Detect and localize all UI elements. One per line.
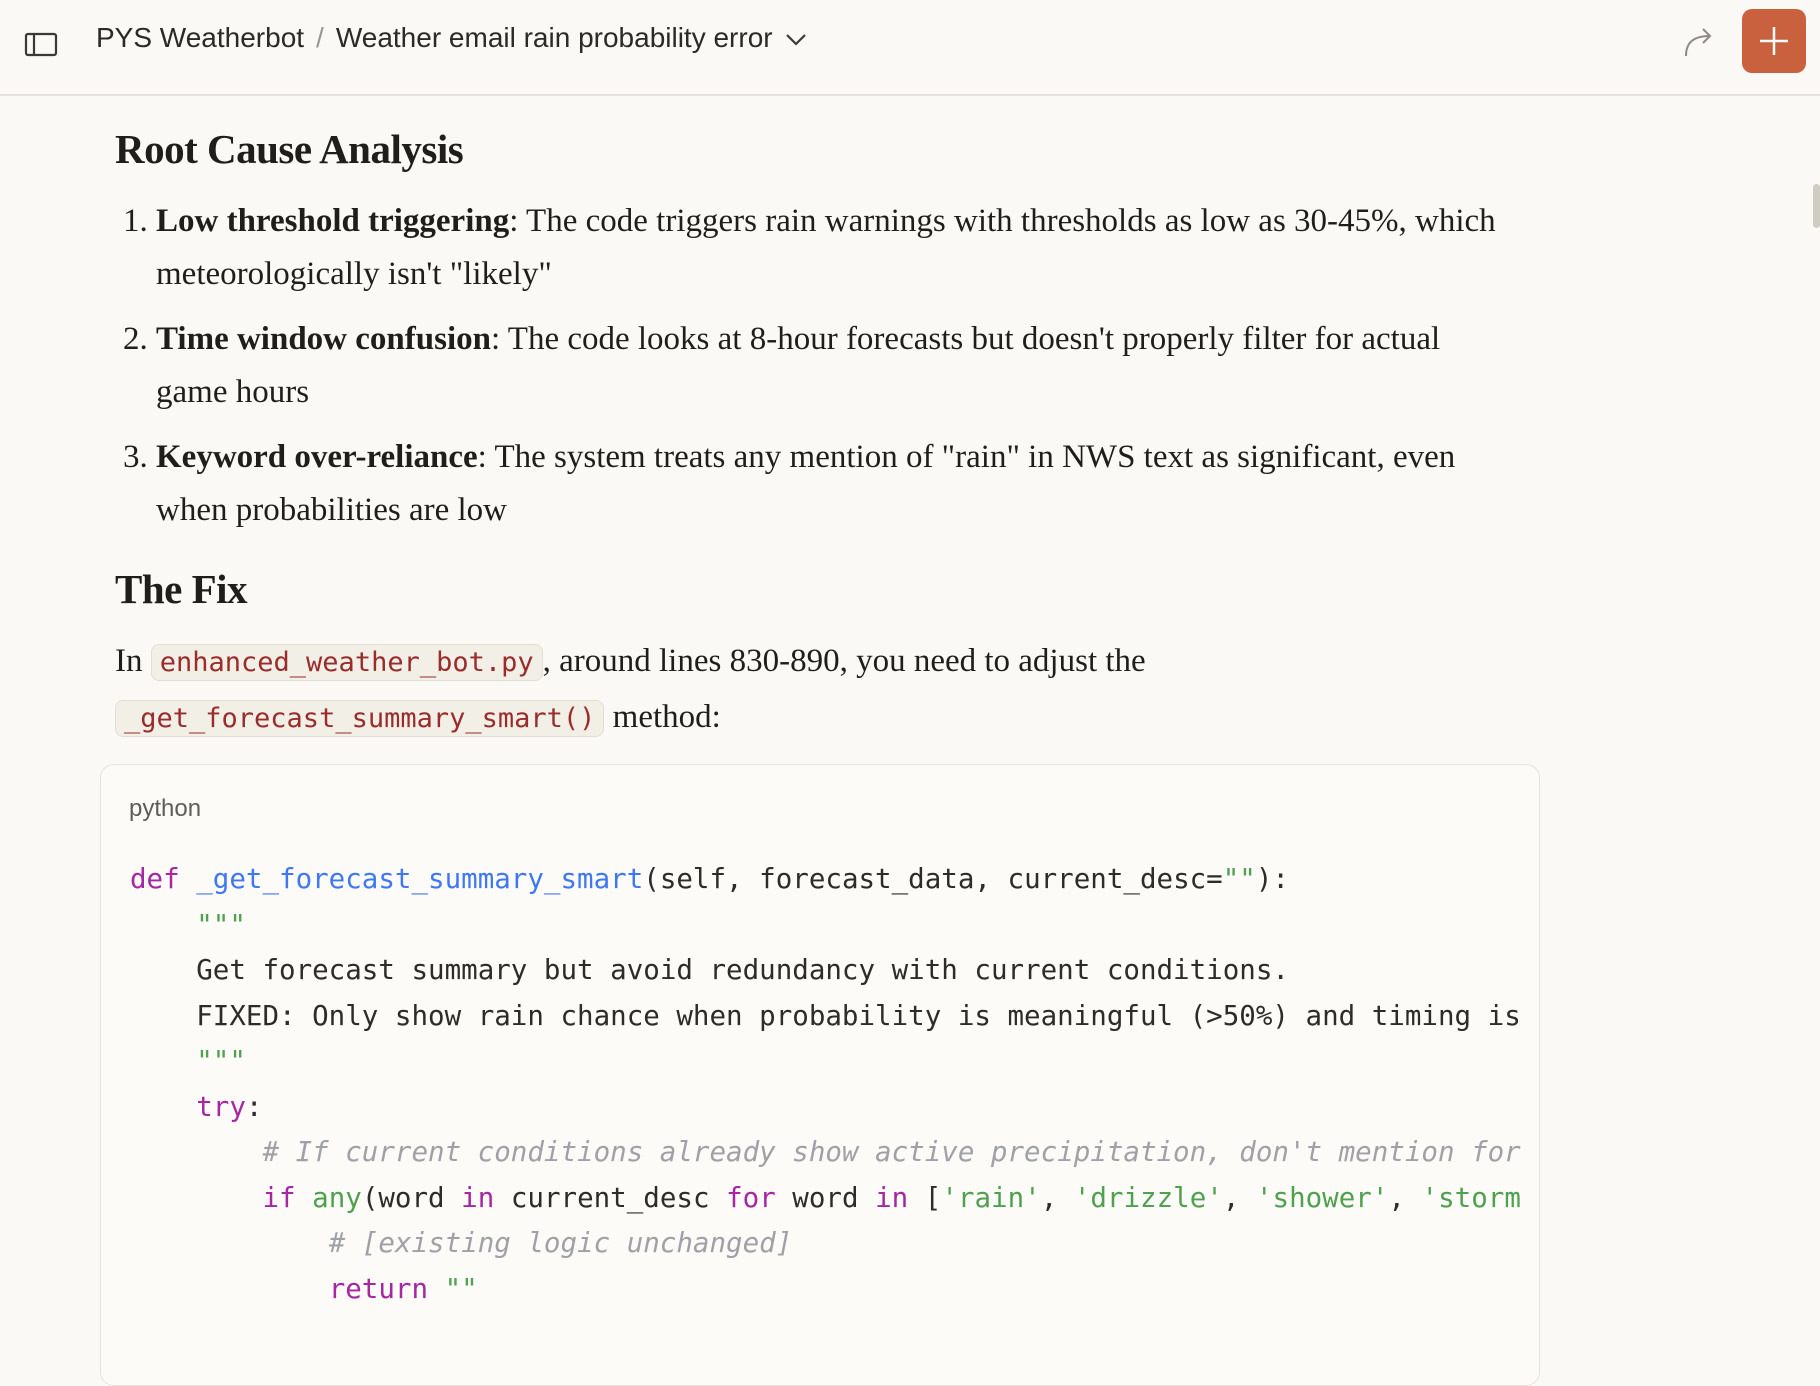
string: 'storm [1421, 1181, 1521, 1214]
code-text: (word [361, 1181, 462, 1214]
string: 'shower' [1255, 1181, 1389, 1214]
item-text: : The code looks at 8-hour forecasts but… [156, 321, 1441, 410]
new-chat-button[interactable] [1742, 9, 1806, 73]
top-bar: PYS Weatherbot / Weather email rain prob… [0, 0, 1820, 96]
list-item: Low threshold triggering: The code trigg… [156, 195, 1496, 301]
code-language-label: python [129, 795, 202, 822]
chevron-down-icon[interactable] [785, 22, 807, 54]
string: "" [1222, 863, 1256, 895]
item-text: : The code triggers rain warnings with t… [156, 203, 1496, 292]
code-text: , [1388, 1181, 1422, 1214]
item-title: Keyword over-reliance [156, 439, 478, 475]
item-text: : The system treats any mention of "rain… [156, 439, 1456, 528]
code-text: current_desc [494, 1181, 727, 1214]
code-content: def _get_forecast_summary_smart(self, fo… [130, 857, 1521, 1312]
project-link[interactable]: PYS Weatherbot [96, 22, 305, 53]
string: 'drizzle' [1073, 1181, 1223, 1214]
keyword: if [262, 1181, 296, 1214]
docstring-quote: """ [196, 908, 246, 941]
code-text: (self, forecast_data, current_desc= [643, 863, 1223, 895]
keyword: try [196, 1090, 246, 1123]
function-name: _get_forecast_summary_smart [196, 863, 644, 895]
keyword: def [130, 863, 180, 895]
share-arrow-icon[interactable] [1680, 24, 1716, 60]
breadcrumb: PYS Weatherbot / Weather email rain prob… [96, 22, 807, 54]
comment: # If current conditions already show act… [262, 1136, 1521, 1168]
item-title: Low threshold triggering [156, 203, 510, 239]
heading-the-fix: The Fix [115, 566, 248, 612]
text: , around lines 830-890, you need to adju… [542, 643, 1146, 679]
keyword: in [461, 1181, 495, 1214]
inline-code-method: _get_forecast_summary_smart() [115, 700, 605, 737]
code-text: word [775, 1181, 876, 1214]
docstring-line: FIXED: Only show rain chance when probab… [196, 999, 1521, 1032]
keyword: return [328, 1272, 429, 1305]
text: method: [604, 699, 721, 735]
fix-paragraph: In enhanced_weather_bot.py, around lines… [115, 634, 1315, 746]
list-item: Keyword over-reliance: The system treats… [156, 431, 1496, 537]
code-text: , [1222, 1181, 1256, 1214]
docstring-quote: """ [196, 1045, 246, 1077]
sidebar-toggle-icon[interactable] [24, 30, 58, 58]
string: 'rain' [941, 1181, 1041, 1214]
code-text: , [1040, 1181, 1074, 1214]
text: In [115, 643, 151, 679]
keyword: in [875, 1181, 909, 1214]
heading-root-cause: Root Cause Analysis [115, 126, 464, 172]
breadcrumb-separator: / [316, 22, 324, 53]
keyword: for [726, 1181, 776, 1214]
plus-icon [1760, 27, 1788, 55]
string: "" [444, 1272, 478, 1305]
comment: # [existing logic unchanged] [328, 1227, 793, 1259]
list-item: Time window confusion: The code looks at… [156, 313, 1496, 419]
scrollbar-thumb[interactable] [1813, 184, 1820, 228]
code-text: : [245, 1090, 263, 1123]
code-block: python def _get_forecast_summary_smart(s… [100, 764, 1540, 1386]
code-text: [ [908, 1181, 942, 1214]
builtin: any [312, 1181, 362, 1214]
item-title: Time window confusion [156, 321, 491, 357]
code-text: ): [1255, 863, 1289, 895]
inline-code-filename: enhanced_weather_bot.py [150, 644, 543, 681]
chat-title[interactable]: Weather email rain probability error [335, 22, 773, 53]
docstring-line: Get forecast summary but avoid redundanc… [196, 954, 1289, 986]
cause-list: Low threshold triggering: The code trigg… [115, 195, 1496, 549]
